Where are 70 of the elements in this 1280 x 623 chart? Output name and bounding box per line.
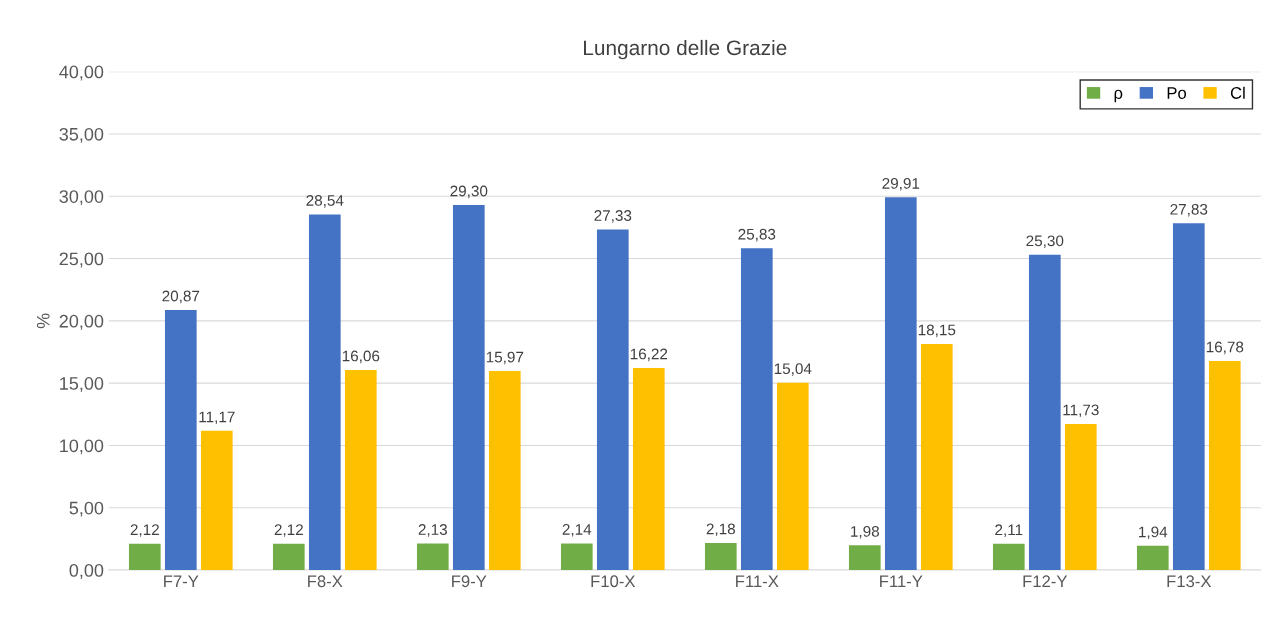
y-tick-label: 25,00 [59, 252, 104, 268]
x-tick-label: F8-X [308, 575, 343, 588]
x-tick-label: F13-X [1167, 575, 1212, 588]
x-tick-label: F11-Y [880, 575, 923, 587]
y-tick-label: 40,00 [59, 65, 104, 81]
legend-label: Cl [1230, 86, 1245, 99]
y-tick-label: 20,00 [59, 314, 104, 330]
bar [992, 543, 1025, 571]
data-label: 1,94 [1139, 526, 1168, 540]
bar [1028, 254, 1061, 571]
data-label: 27,83 [1170, 203, 1208, 217]
data-label: 16,78 [1206, 341, 1244, 355]
x-tick-label: F12-Y [1023, 575, 1068, 587]
data-label: 18,15 [918, 324, 956, 338]
x-tick-label: F9-Y [452, 575, 487, 588]
x-tick-label: F11-X [736, 575, 779, 587]
bar [416, 543, 449, 571]
bar [1136, 545, 1169, 571]
y-tick-label: 10,00 [60, 439, 104, 455]
data-label: 2,13 [418, 524, 447, 537]
bar [740, 248, 773, 571]
data-label: 15,04 [774, 363, 812, 376]
bar [632, 367, 665, 571]
bar [452, 204, 485, 571]
bar [308, 214, 341, 571]
data-label: 25,83 [738, 228, 776, 242]
bar [848, 545, 881, 571]
data-label: 2,12 [130, 524, 159, 537]
data-label: 27,33 [594, 210, 632, 223]
bar [920, 343, 953, 571]
data-label: 2,11 [995, 524, 1023, 537]
legend-label: Po [1167, 87, 1187, 99]
y-tick-label: 35,00 [59, 127, 104, 143]
data-label: 29,91 [882, 177, 920, 191]
bar [164, 310, 197, 571]
bar [596, 229, 629, 571]
bar [560, 543, 593, 571]
data-label: 16,06 [342, 350, 380, 364]
bar [1208, 360, 1241, 571]
data-label: 2,18 [706, 523, 735, 537]
data-label: 2,14 [562, 523, 592, 537]
x-tick-label: F7-Y [164, 575, 199, 587]
bar [272, 543, 305, 571]
bar [344, 369, 377, 571]
bar [128, 543, 161, 571]
data-label: 11,17 [199, 411, 235, 425]
data-label: 20,87 [162, 290, 200, 304]
data-label: 29,30 [450, 185, 488, 199]
x-tick-label: F10-X [591, 575, 636, 588]
data-label: 16,22 [630, 348, 668, 362]
y-tick-label: 5,00 [69, 501, 104, 517]
y-axis-title: % [36, 313, 50, 329]
bar [1064, 423, 1097, 571]
data-label: 2,12 [274, 524, 303, 537]
bar [200, 430, 233, 571]
bar [1172, 223, 1205, 571]
data-label: 25,30 [1026, 235, 1064, 249]
data-label: 11,73 [1063, 404, 1099, 418]
bar [884, 197, 917, 571]
data-label: 1,98 [851, 525, 879, 539]
bar [488, 371, 521, 571]
y-tick-label: 15,00 [60, 377, 104, 392]
data-label: 15,97 [486, 351, 524, 365]
data-label: 28,54 [306, 195, 344, 208]
y-tick-label: 0,00 [69, 563, 104, 579]
y-tick-label: 30,00 [59, 190, 104, 206]
legend-label: ρ [1114, 89, 1123, 103]
chart-title: Lungarno delle Grazie [584, 39, 787, 60]
bar [776, 382, 809, 571]
bar [704, 542, 737, 571]
